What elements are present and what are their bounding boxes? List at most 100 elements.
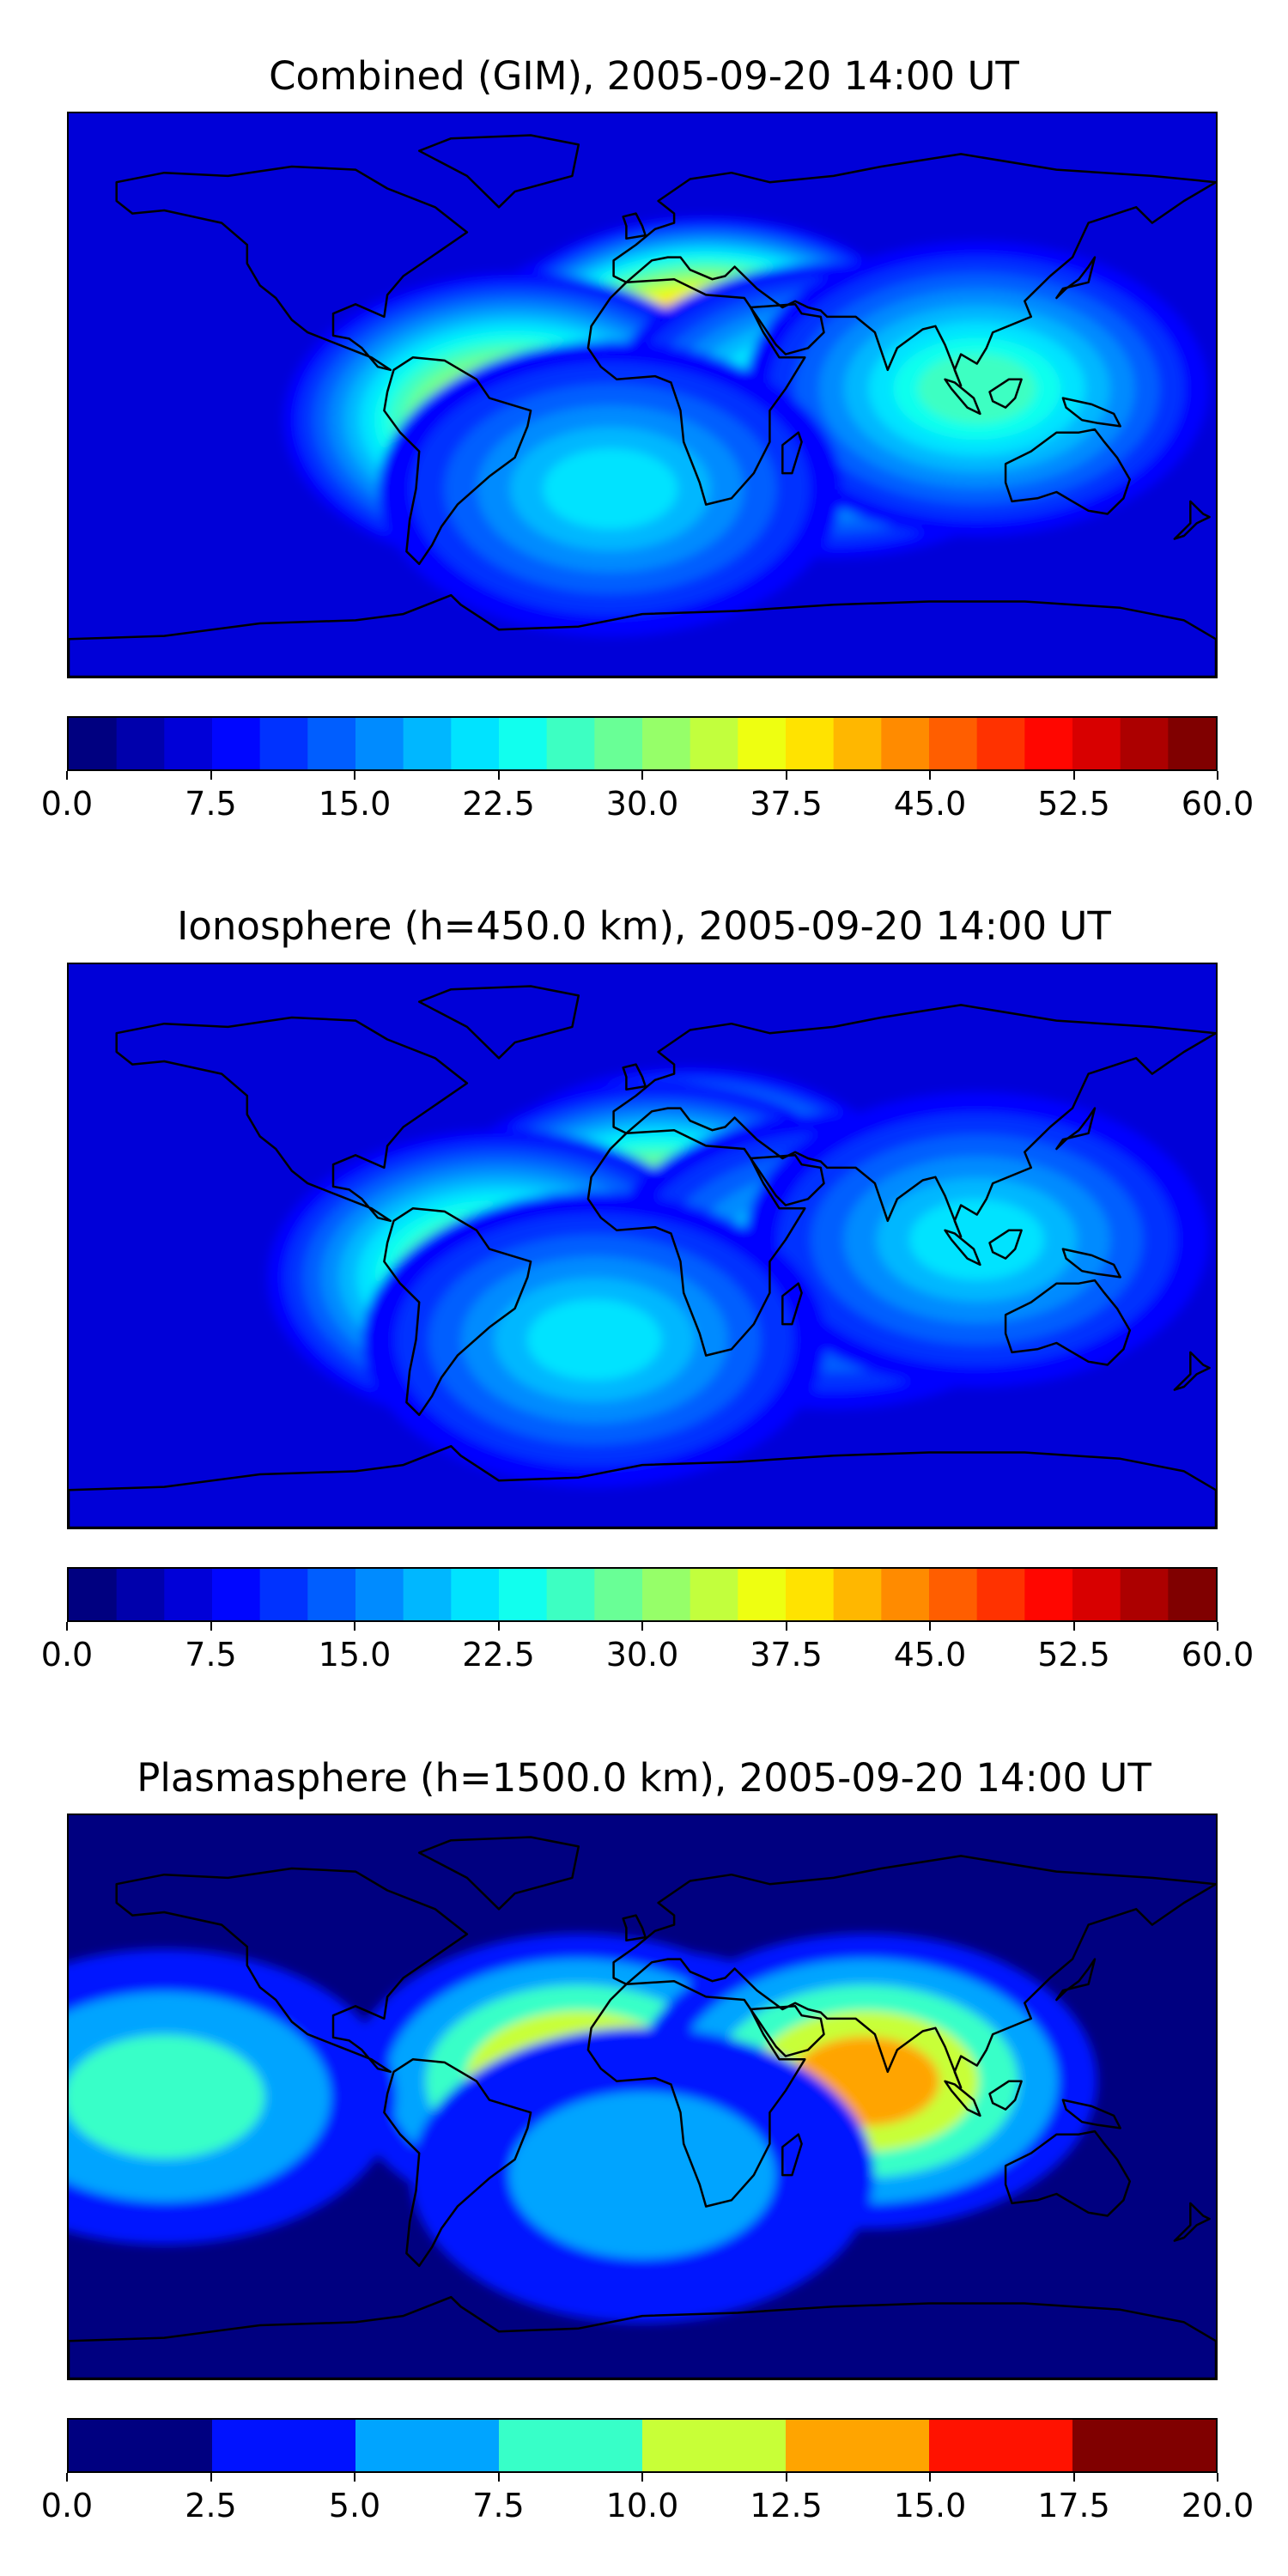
coastline-north-america: [115, 165, 469, 372]
colorbar-swatch: [1072, 718, 1121, 769]
colorbar-tick-label: 12.5: [750, 2487, 823, 2524]
coastline-arabia: [749, 1154, 825, 1206]
coastline-borneo: [988, 2080, 1023, 2111]
coastline-antarctica: [69, 593, 1216, 677]
colorbar-swatch: [212, 1569, 261, 1620]
colorbar-swatch: [690, 1569, 738, 1620]
coastline-australia: [1004, 428, 1132, 515]
colorbar-tick-mark: [1217, 771, 1218, 780]
coastline-borneo: [988, 378, 1023, 409]
colorbar-tick-mark: [1217, 1622, 1218, 1631]
colorbar-swatch: [594, 1569, 643, 1620]
colorbar-swatch: [69, 718, 118, 769]
colorbar-tick-label: 22.5: [462, 785, 535, 823]
coastline-greenland: [417, 1836, 580, 1911]
colorbar-tick-mark: [785, 1622, 787, 1631]
colorbar-tick-mark: [66, 2473, 68, 2482]
colorbar-swatch: [259, 1569, 308, 1620]
colorbar-tick-mark: [929, 771, 931, 780]
coastline-sumatra: [944, 2080, 981, 2117]
colorbar-swatch: [307, 718, 356, 769]
colorbar-tick-mark: [1072, 771, 1075, 780]
colorbar-swatch: [642, 2420, 787, 2471]
coastline-madagascar: [781, 431, 803, 475]
colorbar-swatch: [355, 718, 404, 769]
coastline-new-guinea: [1061, 1248, 1121, 1279]
colorbar-swatch: [1072, 2420, 1216, 2471]
colorbar-tick-mark: [1072, 1622, 1075, 1631]
colorbar-tick-label: 0.0: [40, 785, 94, 823]
colorbar-tick-label: 10.0: [605, 2487, 679, 2524]
coastline-madagascar: [781, 1282, 803, 1326]
coastline-north-america: [115, 1016, 469, 1223]
coastline-madagascar: [781, 2133, 803, 2177]
colorbar-swatch: [833, 1569, 882, 1620]
colorbar-swatch: [929, 2420, 1073, 2471]
colorbar-swatch: [738, 1569, 787, 1620]
colorbar-ticks-combined: 0.0 7.5 15.0 22.5 30.0 37.5 45.0 52.5 60.0: [41, 771, 1254, 823]
colorbar-swatch: [116, 1569, 165, 1620]
field-contour-5-6: [527, 1299, 662, 1381]
colorbar-swatch: [499, 718, 548, 769]
coastline-south-america: [383, 356, 532, 566]
colorbar-tick-label: 0.0: [40, 2487, 94, 2524]
colorbar-tick-mark: [497, 2473, 500, 2482]
colorbar-swatch: [546, 718, 595, 769]
colorbar-tick-label: 45.0: [893, 785, 967, 823]
panel-title: Plasmasphere (h=1500.0 km), 2005-09-20 1…: [137, 1755, 1151, 1801]
coastline-borneo: [988, 1229, 1023, 1260]
colorbar-swatch: [499, 2420, 643, 2471]
colorbar-tick-mark: [354, 2473, 355, 2482]
colorbar-ticks-ionosphere: 0.0 7.5 15.0 22.5 30.0 37.5 45.0 52.5 60.0: [41, 1622, 1254, 1674]
coastline-africa: [586, 1979, 806, 2208]
coastline-japan: [1055, 1958, 1097, 2002]
colorbar-tick-mark: [354, 1622, 355, 1631]
colorbar-tick-mark: [210, 771, 212, 780]
colorbar-swatch: [594, 718, 643, 769]
colorbar-swatch: [212, 2420, 356, 2471]
colorbar-swatch: [164, 718, 213, 769]
coastline-new-zealand: [1173, 500, 1211, 540]
colorbar-tick-label: 15.0: [893, 2487, 967, 2524]
colorbar-swatch: [451, 718, 500, 769]
colorbar-swatch: [1024, 1569, 1073, 1620]
coastline-south-america: [383, 1207, 532, 1417]
coastline-new-guinea: [1061, 397, 1121, 428]
colorbar-swatch: [259, 718, 308, 769]
colorbar-swatch: [69, 1569, 118, 1620]
coastline-eurasia: [612, 153, 1216, 387]
field-contour-4-6: [909, 1199, 1044, 1280]
colorbar-plasmasphere: [67, 2418, 1218, 2473]
coastline-africa: [586, 277, 806, 506]
coastline-new-zealand: [1173, 1351, 1211, 1391]
colorbar-swatch: [1168, 718, 1216, 769]
coastline-greenland: [417, 134, 580, 209]
colorbar-tick-mark: [66, 1622, 68, 1631]
coastline-new-guinea: [1061, 2099, 1121, 2129]
colorbar-tick-label: 37.5: [750, 785, 823, 823]
colorbar-swatch: [403, 718, 452, 769]
coastline-british-isles: [622, 1914, 647, 1942]
map-panel-combined: [67, 112, 1218, 678]
field-contour-3-2: [509, 2092, 775, 2259]
panel-title: Combined (GIM), 2005-09-20 14:00 UT: [269, 53, 1019, 99]
map-panel-plasmasphere: [67, 1814, 1218, 2380]
colorbar-swatch: [738, 718, 787, 769]
colorbar-swatch: [451, 1569, 500, 1620]
colorbar-tick-label: 17.5: [1037, 2487, 1110, 2524]
coastline-sumatra: [944, 378, 981, 416]
coastline-north-america: [115, 1867, 469, 2074]
colorbar-tick-mark: [641, 1622, 643, 1631]
colorbar-swatch: [1024, 718, 1073, 769]
colorbar-swatch: [881, 1569, 930, 1620]
colorbar-tick-label: 52.5: [1037, 785, 1110, 823]
colorbar-swatch: [116, 718, 165, 769]
colorbar-combined: [67, 716, 1218, 771]
colorbar-tick-mark: [210, 1622, 212, 1631]
coastline-africa: [586, 1128, 806, 1357]
map-panel-ionosphere: [67, 963, 1218, 1529]
colorbar-tick-mark: [497, 771, 500, 780]
colorbar-tick-label: 0.0: [40, 1636, 94, 1674]
colorbar-tick-label: 52.5: [1037, 1636, 1110, 1674]
colorbar-tick-label: 7.5: [185, 785, 237, 823]
